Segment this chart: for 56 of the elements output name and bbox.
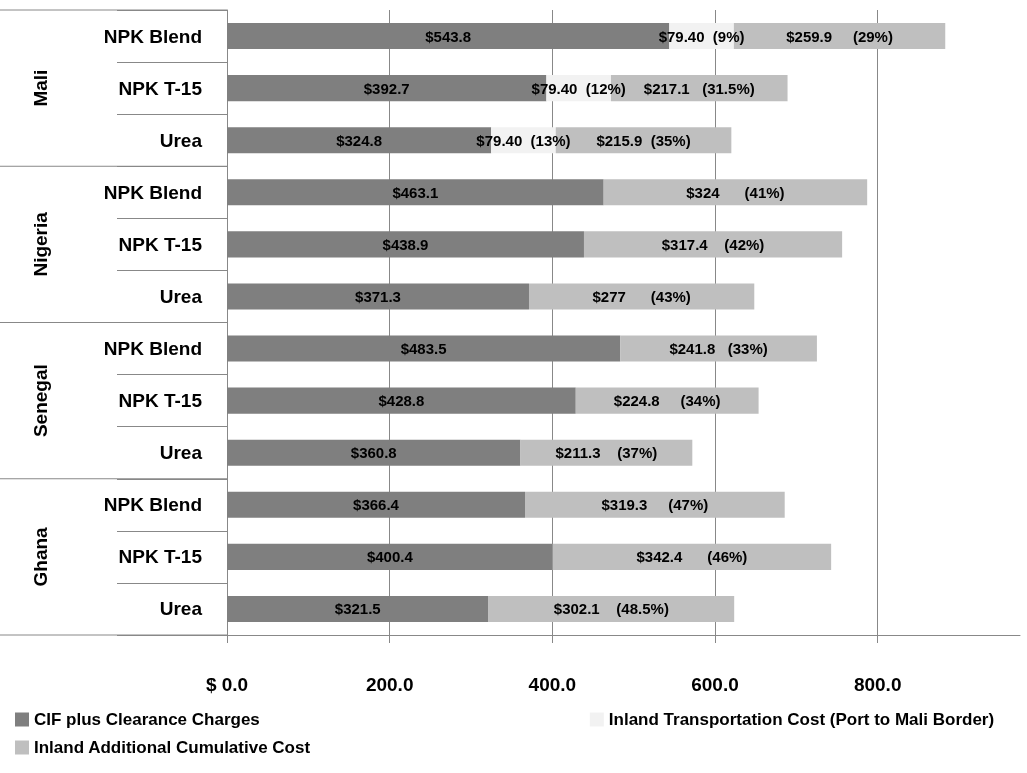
- y-tick-label: NPK T-15: [118, 390, 203, 412]
- x-tick-label: 600.0: [691, 674, 739, 695]
- data-label: $79.40 (12%): [531, 79, 626, 97]
- y-tick-label: Urea: [159, 129, 203, 151]
- data-label: $342.4 (46%): [636, 548, 748, 566]
- text: Senegal: [29, 364, 51, 438]
- data-label: $319.3 (47%): [601, 496, 709, 514]
- y-tick-label: Urea: [159, 442, 203, 464]
- data-label: $400.4: [366, 548, 414, 566]
- data-label: $371.3: [355, 287, 401, 305]
- data-label: $543.8: [425, 27, 472, 45]
- x-tick-label: 800.0: [853, 674, 902, 695]
- bar: [525, 491, 785, 518]
- data-label: $317.4 (42%): [661, 235, 765, 253]
- y-tick-label: Urea: [159, 285, 203, 307]
- legend-label: Inland Transportation Cost (Port to Mali Border): [608, 710, 995, 729]
- data-label: $277 (43%): [592, 287, 691, 305]
- data-label: $224.8 (34%): [613, 392, 721, 410]
- data-label: $211.3 (37%): [555, 444, 658, 462]
- data-label: $324.8: [336, 131, 383, 149]
- data-label: $321.5: [334, 600, 381, 618]
- bar: [552, 543, 832, 570]
- data-label: $215.9 (35%): [596, 131, 691, 149]
- y-tick-label: NPK Blend: [103, 338, 202, 360]
- legend-label: Inland Additional Cumulative Cost: [34, 738, 311, 757]
- text: Nigeria: [29, 211, 51, 277]
- data-label: $483.5: [400, 340, 447, 358]
- x-tick-label: 200.0: [365, 674, 414, 695]
- data-label: $366.4: [353, 496, 400, 514]
- data-label: $463.1: [392, 183, 439, 201]
- y-tick-label: NPK T-15: [118, 233, 203, 255]
- y-tick-label: NPK T-15: [118, 546, 203, 568]
- y-tick-label: NPK Blend: [103, 181, 202, 203]
- text: Mali: [29, 69, 51, 107]
- data-label: $324 (41%): [686, 183, 785, 201]
- data-label: $259.9 (29%): [786, 27, 893, 45]
- legend-label: CIF plus Clearance Charges: [34, 710, 260, 729]
- data-label: $392.7: [363, 79, 410, 97]
- x-tick-label: 400.0: [528, 674, 577, 695]
- data-label: $217.1 (31.5%): [643, 79, 755, 97]
- bar: [528, 283, 755, 310]
- data-label: $79.40 (13%): [476, 131, 571, 149]
- y-tick-label: NPK Blend: [103, 494, 202, 516]
- y-tick-label: NPK Blend: [103, 25, 202, 47]
- y-tick-label: Urea: [159, 598, 203, 620]
- text: Ghana: [29, 526, 51, 587]
- data-label: $428.8: [378, 392, 425, 410]
- x-tick-label: $ 0.0: [205, 674, 249, 695]
- y-tick-label: NPK T-15: [118, 77, 203, 99]
- data-label: $302.1 (48.5%): [553, 600, 669, 618]
- data-label: $79.40 (9%): [658, 27, 745, 45]
- data-label: $360.8: [350, 444, 397, 462]
- data-label: $241.8 (33%): [669, 340, 768, 358]
- data-label: $438.9: [382, 235, 429, 253]
- bar: [583, 231, 843, 258]
- bar: [603, 179, 868, 206]
